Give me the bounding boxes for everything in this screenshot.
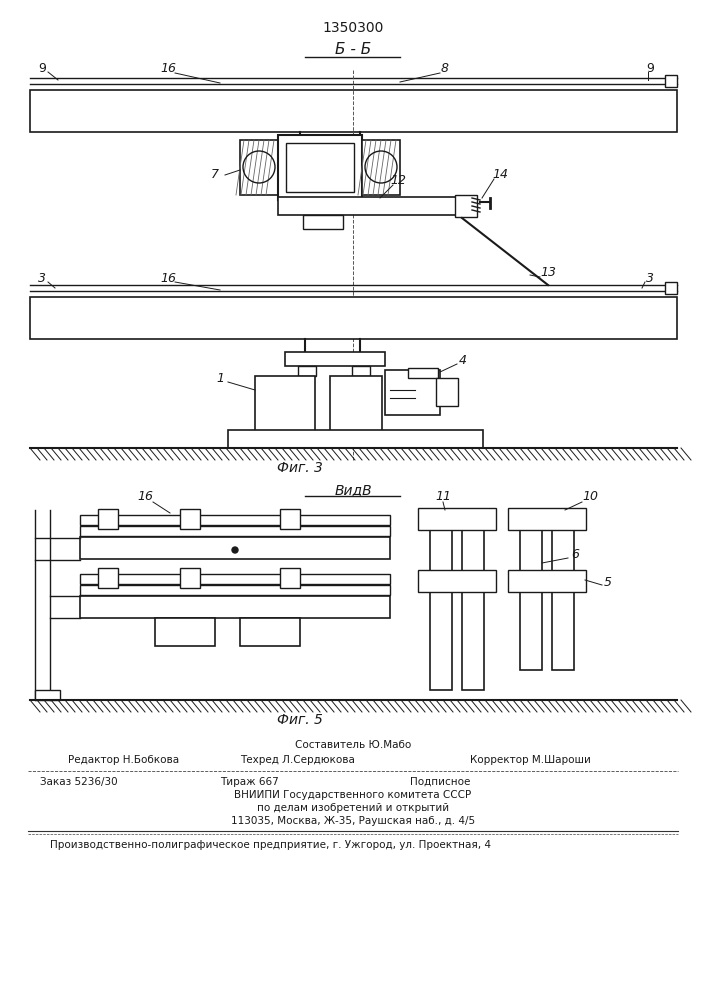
Text: 1: 1	[216, 371, 224, 384]
Bar	[278, 197, 463, 215]
Text: Фиг. 3: Фиг. 3	[277, 461, 323, 475]
Text: Заказ 5236/30: Заказ 5236/30	[40, 777, 117, 787]
Text: Производственно-полиграфическое предприятие, г. Ужгород, ул. Проектная, 4: Производственно-полиграфическое предприя…	[50, 840, 491, 850]
Text: 9: 9	[646, 62, 654, 75]
Text: 7: 7	[211, 168, 219, 182]
Bar	[430, 510, 452, 690]
Text: Корректор М.Шароши: Корректор М.Шароши	[470, 755, 591, 765]
Bar	[80, 574, 390, 584]
Bar	[665, 75, 677, 87]
Text: 113035, Москва, Ж-35, Раушская наб., д. 4/5: 113035, Москва, Ж-35, Раушская наб., д. …	[231, 816, 475, 826]
Bar	[240, 140, 278, 195]
Bar	[280, 568, 300, 588]
Bar	[155, 618, 215, 646]
Text: ВидВ: ВидВ	[334, 483, 372, 497]
Text: 6: 6	[571, 548, 579, 562]
Bar	[228, 430, 483, 448]
Bar	[408, 368, 438, 378]
Bar	[80, 515, 390, 525]
Text: Редактор Н.Бобкова: Редактор Н.Бобкова	[68, 755, 179, 765]
Circle shape	[232, 547, 238, 553]
Text: 16: 16	[160, 271, 176, 284]
Bar	[286, 143, 354, 192]
Bar	[298, 366, 316, 376]
Text: 9: 9	[38, 62, 46, 75]
Bar	[508, 570, 586, 592]
Text: Подписное: Подписное	[410, 777, 470, 787]
Text: 13: 13	[540, 265, 556, 278]
Text: 8: 8	[441, 62, 449, 75]
Text: 16: 16	[137, 490, 153, 504]
Bar	[180, 509, 200, 529]
Bar	[30, 297, 677, 339]
Bar	[385, 370, 440, 415]
Bar	[80, 585, 390, 595]
Bar	[436, 378, 458, 406]
Bar	[80, 526, 390, 536]
Text: Б - Б: Б - Б	[335, 42, 371, 57]
Text: 3: 3	[646, 271, 654, 284]
Bar	[35, 690, 60, 700]
Bar	[80, 596, 390, 618]
Text: 16: 16	[160, 62, 176, 75]
Bar	[98, 509, 118, 529]
Bar	[520, 510, 542, 670]
Text: ВНИИПИ Государственного комитета СССР: ВНИИПИ Государственного комитета СССР	[235, 790, 472, 800]
Text: 3: 3	[38, 271, 46, 284]
Bar	[278, 135, 362, 200]
Bar	[462, 510, 484, 690]
Bar	[285, 352, 385, 366]
Bar	[362, 140, 400, 195]
Bar	[418, 508, 496, 530]
Text: 4: 4	[459, 354, 467, 366]
Bar	[280, 509, 300, 529]
Bar	[303, 215, 343, 229]
Bar	[330, 376, 382, 431]
Text: Фиг. 5: Фиг. 5	[277, 713, 323, 727]
Bar	[30, 90, 677, 132]
Text: 1350300: 1350300	[322, 21, 384, 35]
Text: 10: 10	[582, 490, 598, 504]
Bar	[240, 618, 300, 646]
Bar	[665, 282, 677, 294]
Bar	[255, 376, 315, 431]
Text: 5: 5	[604, 576, 612, 588]
Bar	[80, 537, 390, 559]
Bar	[508, 508, 586, 530]
Text: Составитель Ю.Мабо: Составитель Ю.Мабо	[295, 740, 411, 750]
Text: по делам изобретений и открытий: по делам изобретений и открытий	[257, 803, 449, 813]
Bar	[180, 568, 200, 588]
Bar	[455, 195, 477, 217]
Bar	[352, 366, 370, 376]
Bar	[98, 568, 118, 588]
Bar	[552, 510, 574, 670]
Bar	[418, 570, 496, 592]
Text: Техред Л.Сердюкова: Техред Л.Сердюкова	[240, 755, 355, 765]
Text: 11: 11	[435, 490, 451, 504]
Text: Тираж 667: Тираж 667	[220, 777, 279, 787]
Text: 14: 14	[492, 168, 508, 182]
Text: 12: 12	[390, 174, 406, 188]
